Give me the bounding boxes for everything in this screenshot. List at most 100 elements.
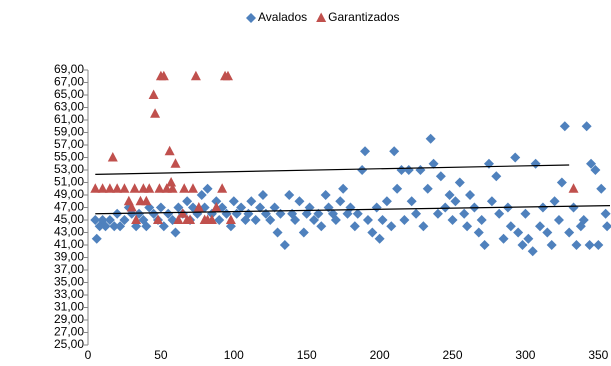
point: [462, 221, 473, 232]
point: [320, 190, 331, 200]
point: [90, 183, 101, 193]
point: [422, 183, 433, 194]
point: [163, 208, 174, 219]
point: [104, 215, 115, 225]
point: [510, 152, 521, 163]
point: [119, 183, 130, 193]
point: [367, 227, 378, 238]
point: [154, 183, 165, 193]
point: [228, 196, 239, 207]
point: [206, 214, 217, 224]
y-tick-label: 61,00: [54, 112, 84, 126]
point: [425, 133, 436, 144]
point: [520, 208, 531, 219]
point: [535, 221, 546, 232]
point: [396, 165, 407, 175]
y-tick-label: 51,00: [54, 175, 84, 189]
x-tick-label: 300: [515, 348, 535, 362]
point: [389, 146, 400, 157]
point: [537, 202, 548, 213]
y-tick-label: 25,00: [54, 337, 84, 351]
y-tick-label: 63,00: [54, 100, 84, 114]
point: [290, 215, 301, 225]
point: [556, 177, 567, 188]
point: [590, 165, 601, 175]
point: [523, 233, 534, 244]
point: [360, 146, 371, 157]
point: [294, 196, 305, 207]
point: [91, 233, 102, 244]
x-tick-label: 250: [443, 348, 463, 362]
y-tick-label: 47,00: [54, 200, 84, 214]
point: [167, 183, 178, 193]
point: [90, 215, 101, 225]
y-tick-label: 37,00: [54, 262, 84, 276]
point: [447, 215, 458, 225]
point: [164, 145, 175, 156]
point: [182, 196, 193, 207]
point: [284, 190, 295, 200]
point: [316, 221, 327, 232]
point: [148, 208, 159, 219]
point: [150, 108, 161, 118]
point: [335, 196, 346, 207]
point: [255, 202, 266, 213]
point: [357, 165, 368, 175]
y-tick-label: 65,00: [54, 87, 84, 101]
point: [564, 227, 575, 238]
point: [177, 208, 188, 218]
point: [428, 158, 439, 169]
point: [104, 183, 115, 193]
y-tick-label: 69,00: [54, 62, 84, 76]
point: [600, 208, 611, 219]
point: [279, 240, 290, 250]
point: [476, 215, 487, 225]
point: [392, 183, 403, 194]
point: [381, 196, 392, 207]
y-tick-label: 35,00: [54, 275, 84, 289]
point: [374, 233, 385, 244]
legend-marker: [316, 12, 327, 22]
point: [553, 215, 564, 225]
point: [202, 183, 213, 194]
point: [236, 202, 247, 213]
x-tick-label: 50: [154, 348, 168, 362]
point: [559, 121, 570, 132]
point: [119, 215, 130, 225]
point: [418, 221, 429, 232]
legend-label: Garantizados: [328, 10, 399, 24]
y-tick-label: 31,00: [54, 300, 84, 314]
point: [581, 121, 592, 132]
point: [578, 215, 589, 225]
y-tick-label: 29,00: [54, 312, 84, 326]
point: [185, 214, 196, 224]
point: [170, 227, 181, 238]
point: [190, 70, 201, 81]
point: [211, 202, 222, 212]
point: [530, 158, 541, 169]
point: [141, 221, 152, 232]
point: [459, 208, 470, 219]
point: [148, 89, 159, 99]
point: [211, 196, 222, 207]
point: [571, 240, 582, 250]
point: [126, 202, 137, 212]
point: [454, 177, 465, 188]
point: [406, 196, 417, 207]
point: [112, 183, 123, 193]
point: [465, 190, 476, 200]
x-tick-label: 350: [588, 348, 608, 362]
point: [586, 158, 597, 169]
point: [473, 227, 484, 238]
point: [217, 183, 228, 193]
point: [411, 208, 422, 219]
y-tick-label: 27,00: [54, 325, 84, 339]
legend-marker: [246, 13, 256, 23]
point: [155, 202, 166, 213]
point: [517, 240, 528, 250]
point: [246, 196, 257, 207]
point: [491, 171, 502, 182]
point: [486, 196, 497, 207]
trendline: [95, 164, 570, 175]
point: [109, 221, 120, 232]
